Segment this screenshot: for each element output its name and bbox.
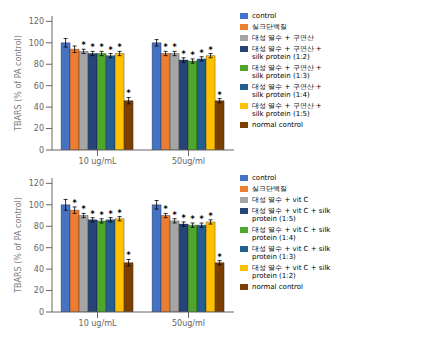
svg-text:10 ug/mL: 10 ug/mL bbox=[79, 319, 117, 328]
html-text:control: control bbox=[252, 12, 277, 20]
svg-text:*: * bbox=[200, 49, 205, 58]
svg-text:40: 40 bbox=[34, 265, 44, 274]
html-text:normal control: normal control bbox=[252, 283, 303, 291]
svg-text:TBARS (% of PA control): TBARS (% of PA control) bbox=[14, 35, 23, 132]
svg-text:*: * bbox=[191, 51, 196, 60]
svg-text:*: * bbox=[191, 215, 196, 224]
html-text:대성 열수 + 구연산: 대성 열수 + 구연산 bbox=[252, 34, 314, 42]
svg-text:*: * bbox=[164, 205, 169, 214]
svg-text:*: * bbox=[91, 43, 96, 52]
html-text:대성 열수 + 구연산 + silk protein (1:: 대성 열수 + 구연산 + silk protein (1:5) bbox=[252, 102, 322, 118]
html-text:실크단백질: 실크단백질 bbox=[252, 23, 287, 31]
svg-text:*: * bbox=[164, 43, 169, 52]
html-text:대성 열수 + vit C + silk protein (: 대성 열수 + vit C + silk protein (1:2) bbox=[252, 264, 331, 280]
svg-text:20: 20 bbox=[34, 286, 44, 295]
svg-text:20: 20 bbox=[34, 124, 44, 133]
svg-text:*: * bbox=[173, 43, 178, 52]
svg-text:*: * bbox=[209, 46, 214, 55]
svg-text:*: * bbox=[118, 209, 123, 218]
html-text:control: control bbox=[252, 174, 277, 182]
svg-text:50ug/ml: 50ug/ml bbox=[172, 319, 205, 328]
svg-text:*: * bbox=[118, 43, 123, 52]
svg-text:*: * bbox=[209, 212, 214, 221]
svg-text:*: * bbox=[82, 41, 87, 50]
svg-text:TBARS (% of PA control): TBARS (% of PA control) bbox=[14, 197, 23, 294]
svg-text:*: * bbox=[182, 50, 187, 59]
svg-text:60: 60 bbox=[34, 244, 44, 253]
svg-text:*: * bbox=[127, 251, 132, 260]
svg-text:*: * bbox=[82, 205, 87, 214]
svg-text:100: 100 bbox=[29, 201, 44, 210]
svg-text:10 ug/mL: 10 ug/mL bbox=[79, 157, 117, 166]
svg-text:*: * bbox=[109, 46, 114, 55]
svg-text:40: 40 bbox=[34, 103, 44, 112]
html-text:대성 열수 + 구연산 + silk protein (1:: 대성 열수 + 구연산 + silk protein (1:4) bbox=[252, 83, 322, 99]
svg-text:120: 120 bbox=[29, 17, 44, 26]
svg-text:80: 80 bbox=[34, 60, 44, 69]
svg-text:80: 80 bbox=[34, 222, 44, 231]
svg-text:50ug/ml: 50ug/ml bbox=[172, 157, 205, 166]
svg-text:0: 0 bbox=[39, 308, 44, 317]
html-text:대성 열수 + 구연산 + silk protein (1:: 대성 열수 + 구연산 + silk protein (1:2) bbox=[252, 45, 322, 61]
svg-text:60: 60 bbox=[34, 82, 44, 91]
svg-text:*: * bbox=[91, 210, 96, 219]
svg-text:*: * bbox=[100, 211, 105, 220]
html-text:대성 열수 + vit C + silk protein (: 대성 열수 + vit C + silk protein (1:3) bbox=[252, 245, 331, 261]
svg-text:100: 100 bbox=[29, 39, 44, 48]
html-text:대성 열수 + vit C: 대성 열수 + vit C bbox=[252, 196, 309, 204]
svg-text:*: * bbox=[127, 89, 132, 98]
html-text:대성 열수 + vit C + silk protein (: 대성 열수 + vit C + silk protein (1:5) bbox=[252, 207, 331, 223]
html-text:실크단백질: 실크단백질 bbox=[252, 185, 287, 193]
html-text:normal control: normal control bbox=[252, 121, 303, 129]
html-text:대성 열수 + 구연산 + silk protein (1:: 대성 열수 + 구연산 + silk protein (1:3) bbox=[252, 64, 322, 80]
html-text:대성 열수 + vit C + silk protein (: 대성 열수 + vit C + silk protein (1:4) bbox=[252, 226, 331, 242]
svg-text:*: * bbox=[218, 91, 223, 100]
svg-text:*: * bbox=[200, 215, 205, 224]
svg-text:*: * bbox=[218, 253, 223, 262]
svg-text:*: * bbox=[73, 199, 78, 208]
svg-text:*: * bbox=[182, 214, 187, 223]
svg-text:*: * bbox=[100, 43, 105, 52]
svg-text:*: * bbox=[109, 210, 114, 219]
svg-text:120: 120 bbox=[29, 179, 44, 188]
svg-text:0: 0 bbox=[39, 146, 44, 155]
svg-text:*: * bbox=[173, 211, 178, 220]
